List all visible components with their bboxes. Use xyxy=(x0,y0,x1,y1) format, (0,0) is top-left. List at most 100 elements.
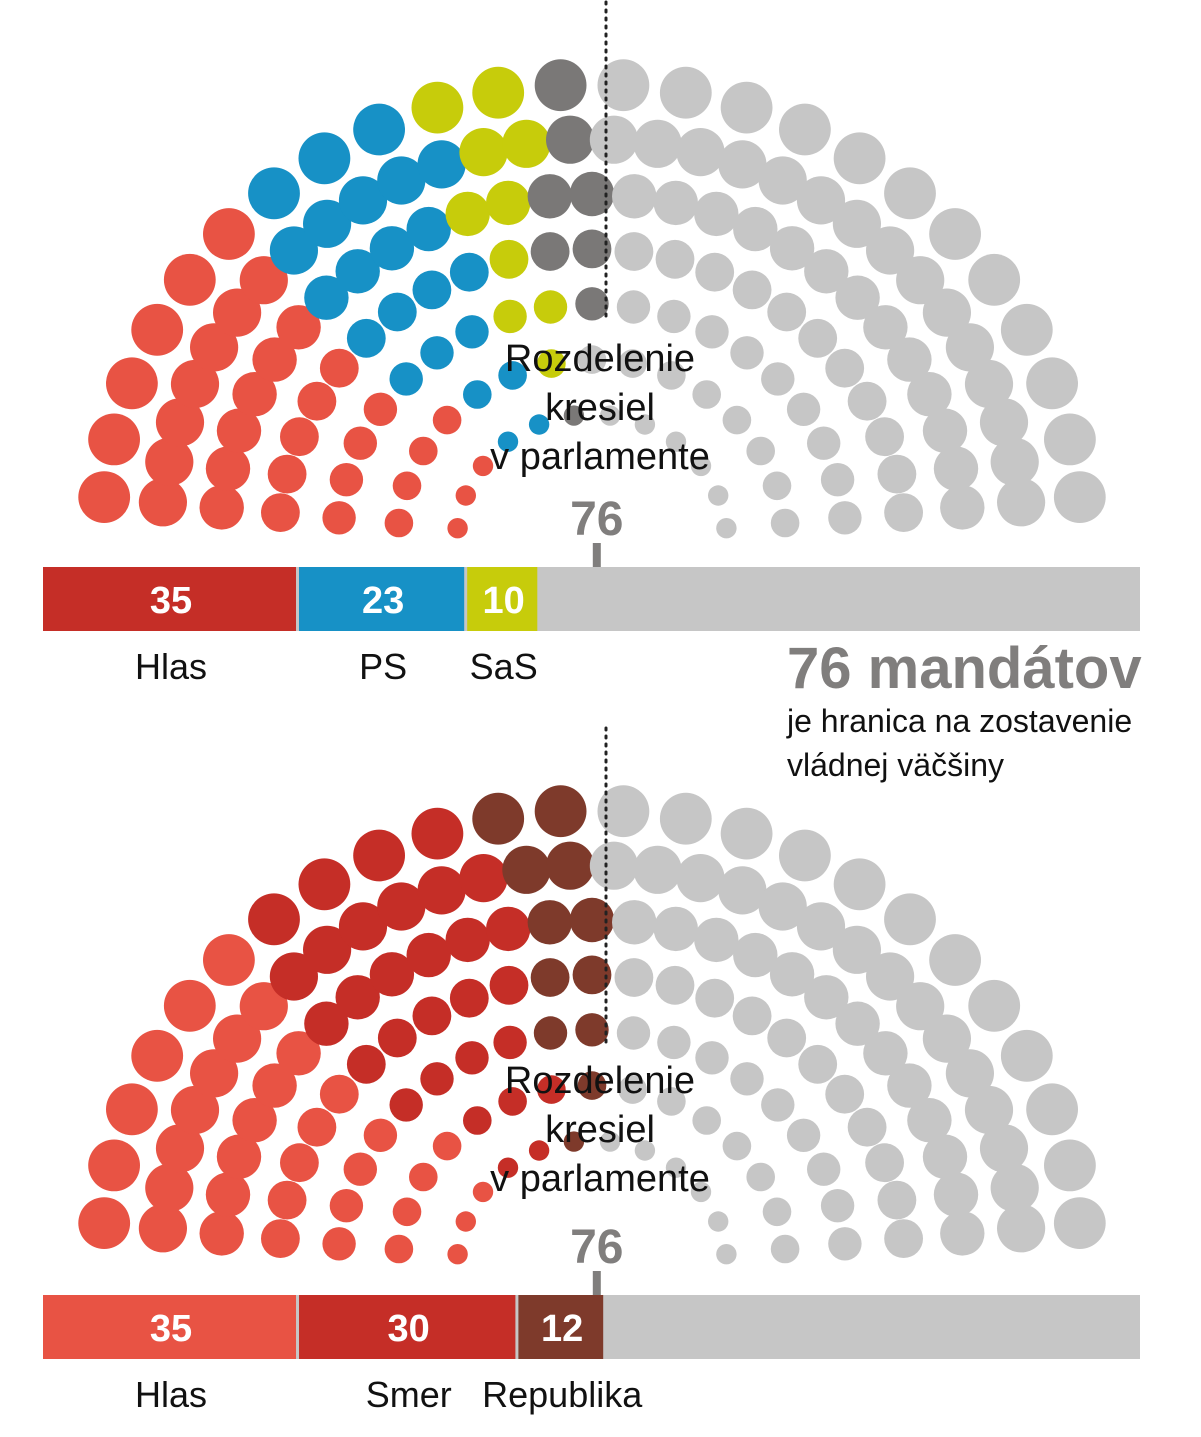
seat-dot xyxy=(767,1018,807,1058)
seat-dot xyxy=(865,417,904,457)
seat-dot xyxy=(618,349,647,378)
seat-dot xyxy=(655,965,695,1005)
seat-dot xyxy=(968,979,1021,1032)
seat-dot xyxy=(730,1062,764,1096)
hemicycle-seats xyxy=(78,785,1106,1265)
seat-dot xyxy=(353,103,405,156)
majority-tick xyxy=(592,543,601,567)
seat-dot xyxy=(833,858,886,911)
seat-dot xyxy=(335,975,380,1020)
seat-dot xyxy=(922,288,972,337)
seat-dot xyxy=(694,917,739,963)
seat-dot xyxy=(863,305,908,350)
seat-dot xyxy=(343,426,377,460)
seat-dot xyxy=(825,1074,865,1114)
seat-dot xyxy=(1044,413,1096,466)
bar-value-label: 35 xyxy=(150,580,192,622)
seat-dot xyxy=(694,191,739,237)
seat-dot xyxy=(769,952,815,997)
seat-dot xyxy=(732,996,772,1036)
seat-dot xyxy=(796,176,846,225)
seat-dot xyxy=(770,1234,800,1264)
seat-dot xyxy=(377,882,426,931)
seat-dot xyxy=(569,171,615,217)
seat-dot xyxy=(303,199,352,248)
seat-dot xyxy=(213,288,262,337)
hemicycle-seats xyxy=(78,59,1106,539)
seat-dot xyxy=(432,1131,462,1161)
seat-dot xyxy=(252,337,297,382)
chart-1: Rozdelenie kresiel v parlamente 35 Hlas 23 PS 1… xyxy=(43,0,1140,687)
seat-dot xyxy=(527,174,572,219)
seat-dot xyxy=(708,485,729,506)
seat-dot xyxy=(363,392,398,426)
seat-dot xyxy=(676,128,725,177)
seat-dot xyxy=(865,1143,904,1183)
seat-dot xyxy=(798,1044,838,1084)
seat-dot xyxy=(716,518,737,539)
seat-dot xyxy=(105,1083,158,1136)
seat-dot xyxy=(459,128,508,177)
seat-dot xyxy=(472,455,494,477)
seat-dot xyxy=(239,982,288,1031)
seat-dot xyxy=(832,925,882,974)
seat-dot xyxy=(533,1016,568,1050)
seat-dot xyxy=(546,115,595,164)
seat-dot xyxy=(633,845,682,894)
bar-segment-smer xyxy=(299,1295,516,1359)
party-name-label: Smer xyxy=(366,1374,452,1415)
seat-dot xyxy=(420,336,454,370)
seat-dot xyxy=(463,1106,492,1135)
seat-dot xyxy=(455,1041,489,1075)
seat-dot xyxy=(866,226,915,275)
seat-dot xyxy=(997,1204,1046,1253)
seat-dot xyxy=(563,405,585,426)
seat-dot xyxy=(896,256,945,305)
party-name-label: Hlas xyxy=(135,1374,207,1415)
seat-dot xyxy=(78,1197,131,1249)
seat-dot xyxy=(530,232,570,271)
seat-dot xyxy=(807,1152,841,1186)
seat-dot xyxy=(720,81,773,134)
seat-dot xyxy=(353,829,405,882)
seat-dot xyxy=(205,1172,251,1217)
seat-dot xyxy=(463,380,492,409)
chart-title-line: Rozdelenie xyxy=(505,1060,695,1102)
seat-dot xyxy=(847,1107,887,1147)
majority-value-label: 76 xyxy=(570,1221,623,1274)
seat-dot xyxy=(979,1124,1029,1173)
seat-dot xyxy=(690,455,712,477)
seat-dot xyxy=(767,292,807,332)
seat-dot xyxy=(527,900,572,945)
seat-dot xyxy=(762,471,792,501)
seat-dot xyxy=(718,140,767,189)
seat-dot xyxy=(346,1044,386,1084)
seat-dot xyxy=(304,1001,349,1046)
seat-dot xyxy=(88,413,140,466)
seat-dot xyxy=(472,66,525,119)
seat-dot xyxy=(746,1162,775,1192)
bar-value-label: 23 xyxy=(362,580,404,622)
seat-dot xyxy=(716,1244,737,1265)
seat-dot xyxy=(319,348,359,388)
seat-dot xyxy=(411,81,464,134)
seat-dot xyxy=(655,239,695,279)
seat-dot xyxy=(489,239,529,279)
seat-dot xyxy=(1000,1029,1053,1082)
seat-dot xyxy=(708,1211,729,1232)
seat-dot xyxy=(618,1075,647,1104)
seat-dot xyxy=(170,1085,220,1135)
seat-dot xyxy=(498,1087,527,1116)
seat-dot xyxy=(537,1075,566,1104)
seat-dot xyxy=(297,1107,337,1147)
seat-dot xyxy=(779,103,831,156)
majority-tick xyxy=(592,1271,601,1295)
seat-dot xyxy=(392,471,422,501)
seat-dot xyxy=(389,1088,423,1122)
seat-dot xyxy=(411,807,464,860)
seat-dot xyxy=(445,917,490,963)
seat-dot xyxy=(213,1014,262,1063)
bar-segment-hlas xyxy=(43,567,296,631)
seat-dot xyxy=(887,1063,932,1108)
